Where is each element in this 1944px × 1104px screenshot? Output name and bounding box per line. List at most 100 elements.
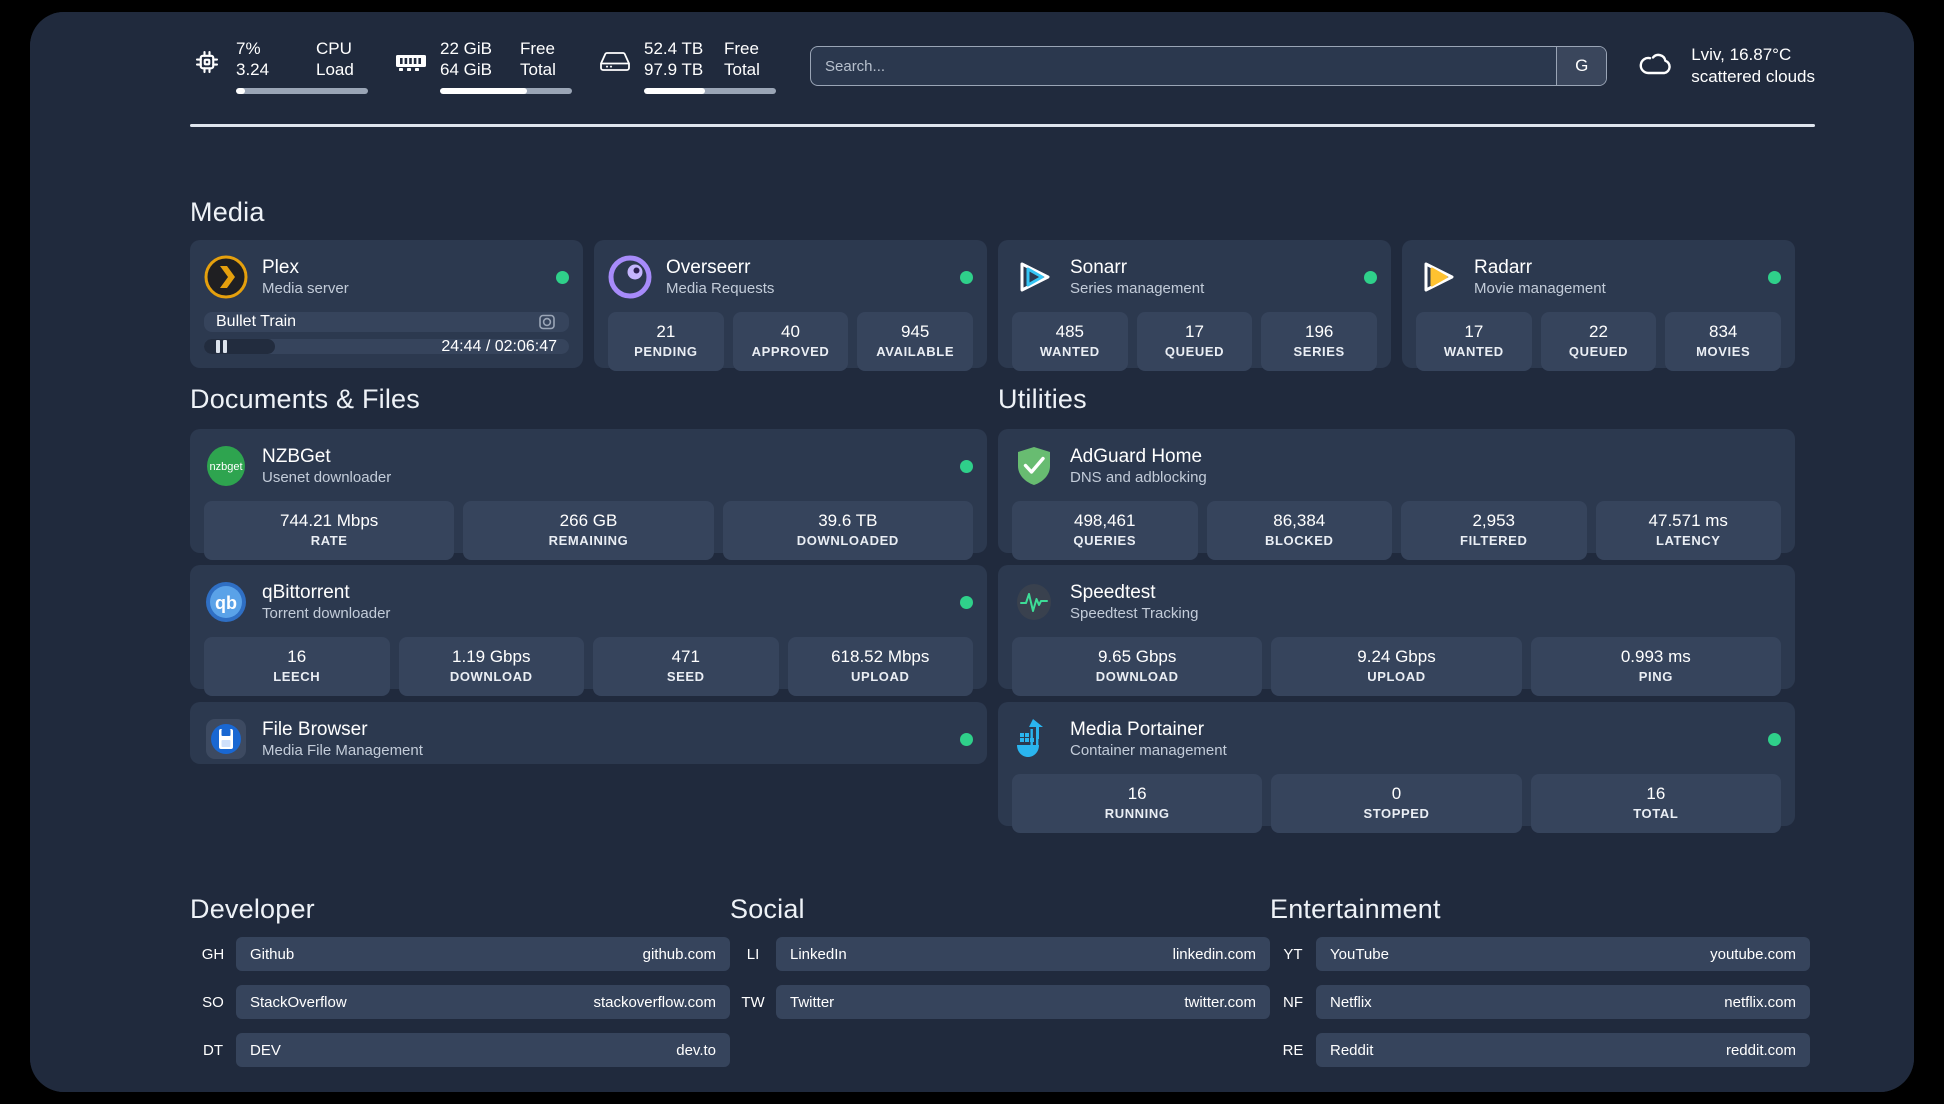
bookmark-url: netflix.com xyxy=(1724,993,1796,1011)
stat-tile[interactable]: 21 PENDING xyxy=(608,312,724,371)
tile-value: 498,461 xyxy=(1074,511,1136,530)
stat-tile[interactable]: 16 TOTAL xyxy=(1530,774,1781,833)
bookmark-label: Twitter xyxy=(790,993,835,1011)
search-box[interactable]: G xyxy=(810,46,1608,86)
cast-icon[interactable] xyxy=(537,312,557,332)
search-input[interactable] xyxy=(811,47,1557,85)
tile-label: DOWNLOADED xyxy=(796,533,899,548)
stat-tile[interactable]: 16 LEECH xyxy=(204,637,390,696)
service-card-nzbget[interactable]: nzbget NZBGet Usenet downloader 744.21 Mbps… xyxy=(190,429,987,560)
bookmark-item[interactable]: GH Github github.com xyxy=(190,937,730,971)
stat-tile[interactable]: 744.21 Mbps RATE xyxy=(204,501,455,560)
service-card-adguard-home[interactable]: AdGuard Home DNS and adblocking 498,461 QUE… xyxy=(998,429,1795,560)
card-header: Plex Media server xyxy=(204,254,569,300)
bookmark-item[interactable]: NF Netflix netflix.com xyxy=(1270,985,1810,1019)
bookmark-link[interactable]: DEV dev.to xyxy=(236,1033,730,1067)
stat-tile[interactable]: 17 WANTED xyxy=(1416,312,1532,371)
bookmark-label: Reddit xyxy=(1330,1041,1374,1059)
service-card-qbittorrent[interactable]: qb qBittorrent Torrent downloader 16 LEECH 1.… xyxy=(190,565,987,696)
service-card-overseerr[interactable]: Overseerr Media Requests 21 PENDING 40 APPROV… xyxy=(594,240,987,371)
stat-tile[interactable]: 266 GB REMAINING xyxy=(463,501,714,560)
card-subtitle: DNS and adblocking xyxy=(1070,468,1207,486)
bookmark-item[interactable]: DT DEV dev.to xyxy=(190,1033,730,1067)
stat-tile[interactable]: 498,461 QUERIES xyxy=(1012,501,1198,560)
stat-tile[interactable]: 0 STOPPED xyxy=(1271,774,1522,833)
card-stat-tiles: 17 WANTED 22 QUEUED 834 MOVIES xyxy=(1416,312,1782,371)
stat-tile[interactable]: 618.52 Mbps UPLOAD xyxy=(787,637,973,696)
stat-label-0: Free xyxy=(724,39,759,58)
service-card-radarr[interactable]: Radarr Movie management 17 WANTED 22 QUEUED 83… xyxy=(1402,240,1795,371)
stat-value-0: 7% xyxy=(236,39,261,58)
bookmark-link[interactable]: Reddit reddit.com xyxy=(1316,1033,1810,1067)
stat-tile[interactable]: 22 QUEUED xyxy=(1540,312,1657,371)
status-badge-online xyxy=(1768,270,1781,284)
card-header: Media Portainer Container management xyxy=(1012,716,1781,762)
bookmark-link[interactable]: YouTube youtube.com xyxy=(1316,937,1810,971)
stat-progress-memory xyxy=(440,88,572,94)
card-stat-tiles: 498,461 QUERIES 86,384 BLOCKED 2,953 FILTERED… xyxy=(1012,501,1781,560)
stat-tile[interactable]: 0.993 ms PING xyxy=(1530,637,1781,696)
stat-tile[interactable]: 471 SEED xyxy=(593,637,779,696)
bookmark-abbr: YT xyxy=(1283,945,1303,963)
stat-tile[interactable]: 17 QUEUED xyxy=(1136,312,1253,371)
stat-label-0: Free xyxy=(520,39,555,58)
service-card-file-browser[interactable]: File Browser Media File Management xyxy=(190,702,987,764)
service-card-sonarr[interactable]: Sonarr Series management 485 WANTED 17 QUEUED… xyxy=(998,240,1391,371)
bookmark-abbr: NF xyxy=(1283,993,1303,1011)
weather-condition: scattered clouds xyxy=(1691,67,1815,86)
tile-value: 485 xyxy=(1055,322,1085,341)
tile-value: 2,953 xyxy=(1472,511,1516,530)
search-engine-button[interactable]: G xyxy=(1556,47,1607,85)
status-badge-online xyxy=(960,595,973,609)
stat-tile[interactable]: 9.24 Gbps UPLOAD xyxy=(1271,637,1522,696)
tile-value: 0 xyxy=(1391,784,1402,803)
bookmark-link[interactable]: StackOverflow stackoverflow.com xyxy=(236,985,730,1019)
section-title-media: Media xyxy=(190,197,265,227)
playback-progress[interactable]: 24:44 / 02:06:47 xyxy=(204,339,569,354)
tile-label: BLOCKED xyxy=(1265,533,1334,548)
bookmark-item[interactable]: YT YouTube youtube.com xyxy=(1270,937,1810,971)
bookmark-item[interactable]: TW Twitter twitter.com xyxy=(730,985,1270,1019)
tile-label: PING xyxy=(1638,669,1673,684)
stat-value-0: 52.4 TB xyxy=(644,39,704,58)
stat-tile[interactable]: 16 RUNNING xyxy=(1012,774,1263,833)
stat-tile[interactable]: 40 APPROVED xyxy=(732,312,849,371)
stat-tile[interactable]: 47.571 ms LATENCY xyxy=(1595,501,1781,560)
stat-tile[interactable]: 485 WANTED xyxy=(1012,312,1128,371)
now-playing-title: Bullet Train xyxy=(216,313,297,330)
stat-tile[interactable]: 2,953 FILTERED xyxy=(1401,501,1587,560)
cpu-chip-icon xyxy=(190,42,224,82)
tile-label: SERIES xyxy=(1293,344,1345,359)
stat-value-1: 97.9 TB xyxy=(644,60,704,79)
stat-progress-storage xyxy=(644,88,776,94)
bookmark-label: Github xyxy=(250,945,295,963)
stat-tile[interactable]: 86,384 BLOCKED xyxy=(1206,501,1392,560)
bookmark-link[interactable]: Github github.com xyxy=(236,937,730,971)
status-badge-online xyxy=(960,270,973,284)
stat-tile[interactable]: 196 SERIES xyxy=(1261,312,1378,371)
tile-label: UPLOAD xyxy=(1367,669,1426,684)
stat-tile[interactable]: 9.65 Gbps DOWNLOAD xyxy=(1012,637,1263,696)
pause-icon[interactable] xyxy=(216,340,227,353)
bookmark-link[interactable]: Netflix netflix.com xyxy=(1316,985,1810,1019)
stat-tile[interactable]: 834 MOVIES xyxy=(1665,312,1782,371)
bookmark-item[interactable]: RE Reddit reddit.com xyxy=(1270,1033,1810,1067)
card-header: Radarr Movie management xyxy=(1416,254,1781,300)
bookmark-item[interactable]: LI LinkedIn linkedin.com xyxy=(730,937,1270,971)
bookmark-item[interactable]: SO StackOverflow stackoverflow.com xyxy=(190,985,730,1019)
bookmark-link[interactable]: Twitter twitter.com xyxy=(776,985,1270,1019)
stat-tile[interactable]: 1.19 Gbps DOWNLOAD xyxy=(398,637,584,696)
now-playing-row[interactable]: Bullet Train xyxy=(204,312,569,332)
service-card-speedtest[interactable]: Speedtest Speedtest Tracking 9.65 Gbps DOWN… xyxy=(998,565,1795,696)
stat-tile[interactable]: 39.6 TB DOWNLOADED xyxy=(722,501,973,560)
stat-tile[interactable]: 945 AVAILABLE xyxy=(857,312,974,371)
bookmark-link[interactable]: LinkedIn linkedin.com xyxy=(776,937,1270,971)
bookmark-abbr: RE xyxy=(1282,1041,1304,1059)
dashboard-header: 7% 3.24 CPU Load 22 GiB 64 GiB Free Total 52.4 T… xyxy=(190,38,1815,110)
service-card-plex[interactable]: Plex Media server Bullet Train 24:44 / 02:0… xyxy=(190,240,583,368)
media-portainer-logo-icon xyxy=(1012,717,1056,761)
tile-value: 39.6 TB xyxy=(818,511,878,530)
service-card-media-portainer[interactable]: Media Portainer Container management 16 RUN… xyxy=(998,702,1795,833)
bookmark-label: DEV xyxy=(250,1041,281,1059)
adguard-home-logo-icon xyxy=(1012,444,1056,488)
